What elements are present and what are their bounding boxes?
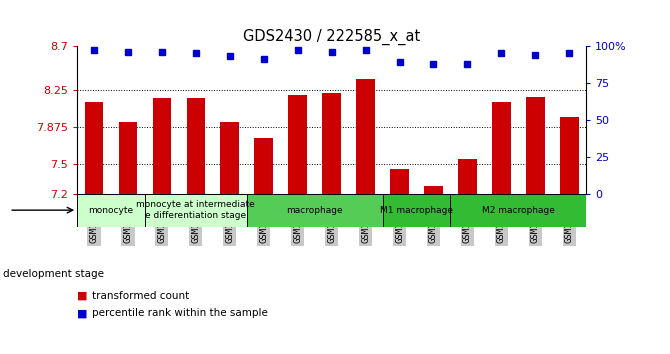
Bar <box>77 194 145 227</box>
Bar <box>322 93 341 194</box>
Bar <box>383 194 450 227</box>
Text: monocyte at intermediate
e differentiation stage: monocyte at intermediate e differentiati… <box>137 200 255 220</box>
Bar <box>560 117 579 194</box>
Text: monocyte: monocyte <box>88 206 133 215</box>
Bar <box>220 122 239 194</box>
Bar <box>84 102 103 194</box>
Bar <box>450 194 586 227</box>
Text: M2 macrophage: M2 macrophage <box>482 206 555 215</box>
Bar <box>186 98 205 194</box>
Text: ■: ■ <box>77 308 88 318</box>
Title: GDS2430 / 222585_x_at: GDS2430 / 222585_x_at <box>243 28 420 45</box>
Text: ■: ■ <box>77 291 88 301</box>
Bar <box>145 194 247 227</box>
Bar <box>119 122 137 194</box>
Bar <box>247 194 383 227</box>
Bar <box>492 102 511 194</box>
Bar <box>458 159 477 194</box>
Text: development stage: development stage <box>3 269 105 279</box>
Bar <box>255 138 273 194</box>
Bar <box>526 97 545 194</box>
Bar <box>424 186 443 194</box>
Text: macrophage: macrophage <box>286 206 343 215</box>
Bar <box>390 169 409 194</box>
Text: percentile rank within the sample: percentile rank within the sample <box>92 308 268 318</box>
Bar <box>356 79 375 194</box>
Bar <box>153 98 172 194</box>
Text: M1 macrophage: M1 macrophage <box>380 206 453 215</box>
Text: transformed count: transformed count <box>92 291 189 301</box>
Bar <box>288 95 307 194</box>
